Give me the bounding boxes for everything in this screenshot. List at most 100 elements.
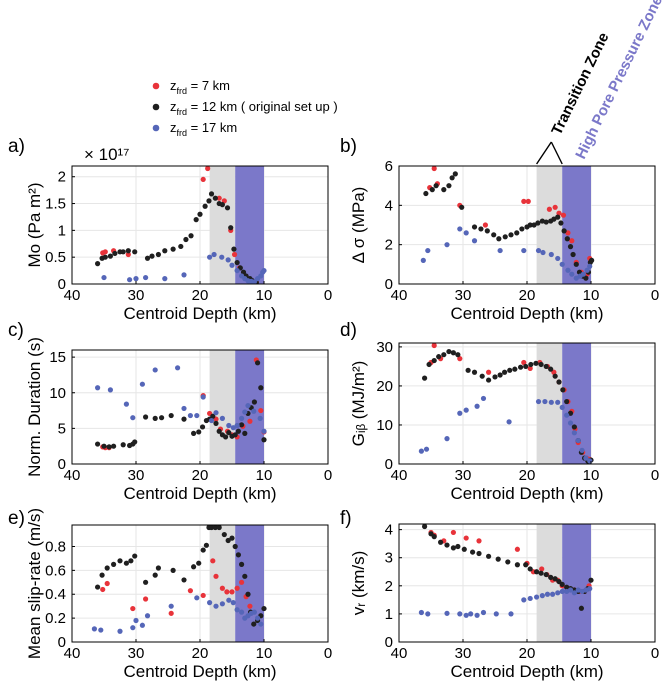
data-point (132, 439, 138, 445)
data-point (544, 591, 551, 597)
x-tick-label: 20 (192, 467, 209, 484)
series-1 (95, 525, 267, 627)
data-point (478, 226, 484, 232)
data-point (229, 262, 235, 268)
data-point (497, 247, 503, 254)
transition-zone-band (536, 166, 563, 284)
data-point (247, 418, 253, 424)
data-point (548, 399, 554, 405)
data-point (211, 251, 217, 258)
data-point (251, 621, 257, 627)
x-tick-label: 0 (651, 467, 659, 484)
data-point (208, 417, 215, 424)
y-exponent-label: × 10¹⁷ (84, 145, 129, 164)
data-point (479, 373, 485, 379)
panel-e: 40 30 20 10 0 0 0.2 0.4 0.6 0.8 Centroid Depth (km… (8, 508, 332, 681)
data-point (234, 422, 240, 429)
data-point (512, 366, 518, 372)
series-2 (101, 251, 267, 284)
x-tick-label: 40 (64, 467, 81, 484)
data-point (589, 257, 595, 263)
panel-label: f) (340, 508, 352, 529)
data-point (492, 374, 498, 380)
data-point (564, 236, 570, 242)
data-point (104, 580, 110, 587)
data-point (200, 394, 206, 400)
data-point (564, 398, 570, 405)
data-point (235, 428, 241, 434)
y-tick-label: 0.6 (45, 562, 66, 579)
x-tick-label: 0 (324, 467, 332, 484)
panel-a: 40 30 20 10 0 0 0.5 1 1.5 2 Centroid Depth (km) Mo … (8, 136, 332, 323)
y-tick-label: 1 (385, 606, 393, 623)
series-2 (91, 595, 264, 634)
data-point (525, 198, 531, 204)
data-point (527, 595, 533, 602)
data-point (556, 210, 562, 216)
data-point (567, 420, 574, 426)
data-point (465, 367, 471, 373)
data-point (170, 567, 176, 573)
data-point (226, 430, 232, 436)
data-point (527, 222, 533, 228)
data-point (560, 387, 566, 393)
data-point (194, 595, 200, 601)
data-point (495, 556, 501, 562)
legend-marker (152, 103, 160, 111)
data-point (242, 430, 248, 436)
data-point (162, 276, 168, 282)
data-point (533, 360, 539, 366)
x-axis-label: Centroid Depth (km) (123, 304, 276, 323)
data-point (130, 605, 136, 612)
data-point (245, 402, 251, 409)
data-point (239, 422, 245, 428)
data-point (104, 565, 110, 571)
data-point (476, 538, 482, 544)
x-tick-label: 20 (519, 645, 536, 662)
x-tick-label: 30 (455, 467, 472, 484)
data-point (99, 572, 105, 578)
x-axis-label: Centroid Depth (km) (450, 662, 603, 681)
data-point (205, 166, 211, 172)
data-point (441, 352, 447, 358)
data-point (523, 562, 529, 568)
data-point (423, 190, 429, 197)
data-point (170, 246, 176, 252)
data-point (559, 261, 565, 267)
data-point (212, 195, 218, 201)
data-point (155, 565, 161, 571)
data-point (234, 585, 240, 591)
data-point (474, 612, 480, 618)
y-axis-label: Gᵢᵦ (MJ/m²) (349, 361, 368, 447)
data-point (258, 407, 264, 414)
data-point (449, 175, 455, 181)
data-point (224, 205, 231, 211)
y-tick-label: 10 (376, 417, 393, 434)
y-tick-label: 1 (58, 222, 66, 239)
series-2 (418, 586, 593, 618)
data-point (505, 559, 511, 565)
data-point (450, 350, 456, 356)
data-point (559, 588, 565, 595)
data-point (463, 535, 469, 541)
data-point (569, 238, 575, 244)
data-point (130, 625, 136, 631)
data-point (144, 255, 151, 261)
y-tick-label: 0 (58, 276, 66, 293)
data-point (107, 387, 113, 393)
legend-entry: zfrd = 17 km (170, 120, 237, 138)
data-point (548, 574, 554, 580)
data-point (152, 415, 158, 421)
data-point (219, 415, 225, 421)
data-point (95, 261, 101, 267)
data-point (418, 609, 424, 616)
data-point (127, 277, 133, 283)
data-point (112, 250, 118, 257)
data-point (216, 195, 222, 201)
y-tick-label: 0 (58, 634, 66, 651)
data-point (552, 576, 558, 582)
data-point (491, 232, 497, 238)
data-point (587, 586, 593, 592)
data-point (480, 609, 487, 616)
